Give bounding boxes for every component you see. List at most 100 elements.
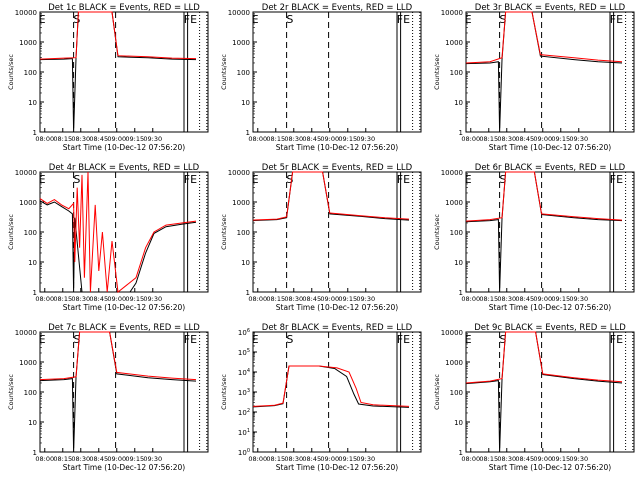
y-tick-label: 1000 xyxy=(19,39,37,47)
event-marker-label: S xyxy=(286,13,293,26)
chart-title: Det 9c BLACK = Events, RED = LLD xyxy=(474,323,626,333)
y-tick-label: 100 xyxy=(24,69,37,77)
x-tick-label: 09:00 xyxy=(320,295,339,303)
x-tick-label: 08:30 xyxy=(71,295,90,303)
y-tick-label: 10 xyxy=(241,99,250,107)
x-tick-label: 08:30 xyxy=(497,455,516,463)
chart-panel-3: Det 3r BLACK = Events, RED = LLD 1 10 100 10… xyxy=(433,3,635,152)
y-tick-label: 10000 xyxy=(228,9,250,17)
event-marker-label: FE xyxy=(610,13,623,26)
x-tick-label: 09:30 xyxy=(569,455,588,463)
y-axis-label: Counts/sec xyxy=(433,214,441,250)
y-tick-label: 101 xyxy=(238,428,250,437)
y-tick-label: 100 xyxy=(24,389,37,397)
x-tick-label: 08:30 xyxy=(497,295,516,303)
event-marker-label: FE xyxy=(610,173,623,186)
series-lld-line xyxy=(252,365,410,407)
y-tick-label: 1000 xyxy=(445,39,463,47)
event-marker-label: E xyxy=(465,13,472,26)
x-tick-label: 08:45 xyxy=(89,295,108,303)
chart-title: Det 4r BLACK = Events, RED = LLD xyxy=(49,163,200,173)
y-tick-label: 104 xyxy=(238,368,250,377)
x-tick-label: 08:45 xyxy=(515,455,534,463)
event-marker-label: S xyxy=(499,173,506,186)
plot-frame xyxy=(252,11,422,133)
y-axis-label: Counts/sec xyxy=(433,374,441,410)
series-events-line xyxy=(465,171,623,293)
x-tick-label: 08:30 xyxy=(284,455,303,463)
y-tick-label: 100 xyxy=(450,229,463,237)
chart-title: Det 8r BLACK = Events, RED = LLD xyxy=(262,323,413,333)
series-lld-line xyxy=(39,331,197,381)
y-axis-label: Counts/sec xyxy=(433,54,441,90)
plot-frame xyxy=(252,331,422,453)
y-axis-label: Counts/sec xyxy=(220,214,228,250)
event-marker-label: E xyxy=(465,173,472,186)
x-tick-label: 09:15 xyxy=(551,295,570,303)
x-tick-label: 09:15 xyxy=(125,295,144,303)
x-tick-label: 08:00 xyxy=(248,295,267,303)
y-tick-label: 10 xyxy=(28,419,37,427)
event-marker-label: FE xyxy=(397,13,410,26)
y-tick-label: 100 xyxy=(238,448,250,457)
y-tick-label: 10 xyxy=(28,99,37,107)
x-tick-label: 08:30 xyxy=(71,455,90,463)
plot-frame xyxy=(39,11,209,133)
y-tick-label: 100 xyxy=(450,69,463,77)
x-tick-label: 08:45 xyxy=(89,455,108,463)
y-axis-label: Counts/sec xyxy=(7,374,15,410)
y-tick-label: 1000 xyxy=(19,199,37,207)
x-axis-label: Start Time (10-Dec-12 07:56:20) xyxy=(489,463,611,472)
y-tick-label: 10 xyxy=(241,259,250,267)
y-tick-label: 10000 xyxy=(15,329,37,337)
x-tick-label: 08:45 xyxy=(515,135,534,143)
y-tick-label: 10000 xyxy=(228,169,250,177)
x-tick-label: 08:45 xyxy=(89,135,108,143)
x-axis-label: Start Time (10-Dec-12 07:56:20) xyxy=(489,303,611,312)
x-tick-label: 08:15 xyxy=(53,135,72,143)
x-tick-label: 09:15 xyxy=(125,455,144,463)
x-tick-label: 08:30 xyxy=(284,135,303,143)
x-tick-label: 09:15 xyxy=(338,295,357,303)
y-tick-label: 1000 xyxy=(232,199,250,207)
chart-panel-4: Det 4r BLACK = Events, RED = LLD 1 10 100 10… xyxy=(7,163,209,312)
y-tick-label: 102 xyxy=(238,408,250,417)
event-marker-label: S xyxy=(73,173,80,186)
y-tick-label: 106 xyxy=(238,328,250,337)
y-tick-label: 1 xyxy=(459,449,463,457)
y-tick-label: 10 xyxy=(454,99,463,107)
chart-title: Det 5r BLACK = Events, RED = LLD xyxy=(262,163,413,173)
chart-title: Det 3r BLACK = Events, RED = LLD xyxy=(475,3,626,13)
chart-panel-9: Det 9c BLACK = Events, RED = LLD 1 10 100 10… xyxy=(433,323,635,472)
x-tick-label: 08:45 xyxy=(515,295,534,303)
x-tick-label: 08:15 xyxy=(53,295,72,303)
y-tick-label: 10 xyxy=(28,259,37,267)
series-events-line xyxy=(39,331,197,453)
series-lld-line xyxy=(465,171,623,222)
x-tick-label: 08:00 xyxy=(35,295,54,303)
chart-title: Det 2r BLACK = Events, RED = LLD xyxy=(262,3,413,13)
y-tick-label: 1000 xyxy=(445,199,463,207)
event-marker-label: FE xyxy=(397,333,410,346)
y-tick-label: 10 xyxy=(454,259,463,267)
event-marker-label: FE xyxy=(184,173,197,186)
x-axis-label: Start Time (10-Dec-12 07:56:20) xyxy=(276,303,398,312)
x-tick-label: 08:15 xyxy=(479,135,498,143)
x-tick-label: 08:00 xyxy=(35,135,54,143)
x-tick-label: 08:00 xyxy=(35,455,54,463)
y-tick-label: 1 xyxy=(33,289,37,297)
y-tick-label: 10 xyxy=(454,419,463,427)
x-tick-label: 08:30 xyxy=(497,135,516,143)
y-tick-label: 1 xyxy=(459,289,463,297)
x-tick-label: 08:00 xyxy=(248,455,267,463)
y-tick-label: 1 xyxy=(33,449,37,457)
event-marker-label: S xyxy=(286,173,293,186)
x-tick-label: 08:15 xyxy=(479,455,498,463)
event-marker-label: S xyxy=(499,333,506,346)
x-tick-label: 09:15 xyxy=(551,455,570,463)
x-tick-label: 09:15 xyxy=(338,135,357,143)
y-tick-label: 10000 xyxy=(15,9,37,17)
x-tick-label: 09:30 xyxy=(356,135,375,143)
chart-panel-7: Det 7c BLACK = Events, RED = LLD 1 10 100 10… xyxy=(7,323,209,472)
x-tick-label: 08:15 xyxy=(479,295,498,303)
